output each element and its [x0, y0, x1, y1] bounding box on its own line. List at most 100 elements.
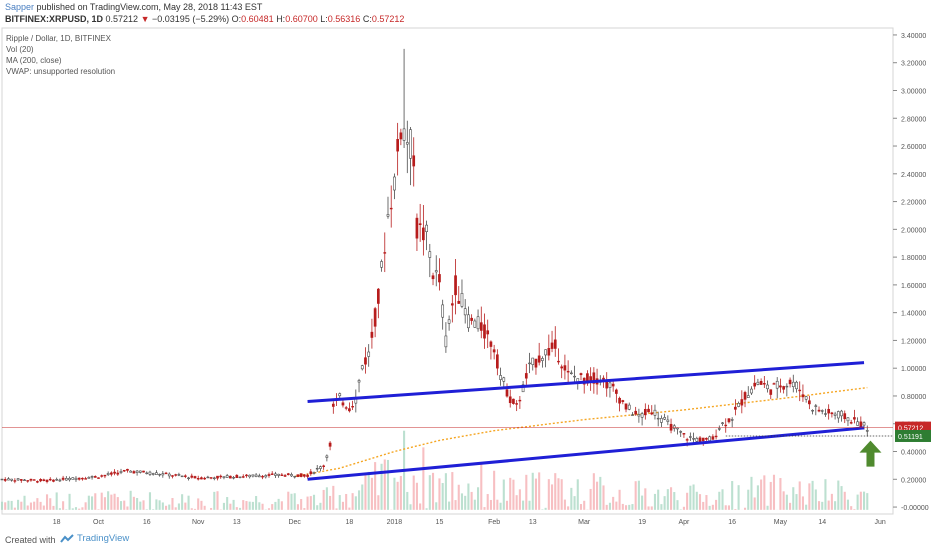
candle-body	[483, 324, 486, 339]
y-tick-label: 2.20000	[901, 200, 926, 207]
candle-body	[129, 470, 133, 473]
candle-body	[126, 468, 129, 471]
chart-legend: Ripple / Dollar, 1D, BITFINEX Vol (20) M…	[6, 33, 115, 77]
candle-body	[232, 477, 235, 479]
candle-body	[167, 473, 171, 477]
volume-bar	[377, 495, 380, 510]
volume-bar	[165, 505, 168, 510]
candle-body	[865, 430, 869, 432]
chart-plot[interactable]: 3.40000 3.20000 3.00000 2.80000 2.60000 2.400…	[0, 26, 932, 526]
candle-body	[151, 473, 155, 475]
candle-body	[753, 382, 757, 387]
volume-bar	[222, 502, 225, 510]
candle-body	[277, 473, 280, 476]
candle-body	[274, 473, 277, 476]
candle-body	[618, 397, 621, 404]
volume-bar	[113, 493, 116, 510]
volume-bar	[152, 509, 155, 510]
volume-bar	[528, 500, 531, 510]
volume-bar	[518, 489, 521, 510]
candle-body	[531, 357, 535, 365]
volume-bar	[306, 496, 309, 510]
volume-bar	[583, 500, 586, 510]
volume-bar	[612, 496, 615, 510]
volume-bar	[248, 501, 251, 510]
volume-bar	[856, 494, 859, 510]
volume-bar	[94, 493, 97, 510]
volume-bar	[772, 474, 776, 510]
candle-body	[71, 477, 75, 480]
candle-body	[592, 372, 596, 384]
ohlc-low: 0.56316	[327, 14, 361, 24]
volume-bar	[0, 501, 4, 510]
candle-body	[251, 474, 255, 477]
volume-bar	[808, 483, 811, 510]
tradingview-link[interactable]: TradingView	[60, 533, 129, 544]
volume-bar	[689, 485, 692, 510]
candle-body	[116, 472, 120, 475]
candle-body	[615, 389, 618, 394]
volume-bar	[750, 476, 753, 510]
candle-body	[569, 372, 573, 375]
volume-bar	[39, 501, 42, 510]
publish-info: Sapper published on TradingView.com, May…	[5, 2, 262, 12]
candle-body	[100, 475, 104, 477]
author-link[interactable]: Sapper	[5, 2, 35, 12]
volume-bar	[155, 499, 158, 510]
volume-bar	[319, 502, 322, 510]
volume-bar	[431, 472, 435, 510]
volume-bar	[505, 500, 509, 510]
candle-body	[441, 304, 445, 318]
volume-bar	[444, 473, 447, 510]
volume-bar	[396, 481, 399, 510]
volume-bar	[232, 499, 235, 510]
candle-body	[341, 402, 345, 406]
volume-bar	[454, 500, 457, 510]
volume-bar	[42, 505, 45, 510]
volume-bar	[293, 493, 296, 510]
candle-body	[843, 413, 847, 420]
volume-bar	[229, 503, 232, 510]
volume-bar	[837, 480, 840, 510]
volume-bar	[554, 473, 557, 510]
volume-bar	[428, 475, 431, 510]
volume-bar	[148, 492, 152, 510]
volume-bar	[116, 497, 119, 510]
candle-body	[97, 477, 100, 479]
candle-body	[782, 386, 785, 390]
volume-bar	[502, 479, 505, 510]
volume-bar	[743, 507, 747, 510]
candle-body	[360, 365, 364, 370]
candle-body	[119, 471, 123, 473]
candle-body	[804, 396, 808, 400]
candle-body	[254, 474, 258, 477]
candle-body	[798, 389, 802, 392]
candle-body	[396, 139, 399, 152]
y-tick-label: 3.20000	[901, 61, 926, 68]
volume-bar	[438, 478, 441, 510]
volume-bar	[139, 501, 142, 510]
candle-body	[10, 478, 13, 481]
ohlc-open-label: O:	[231, 14, 242, 24]
volume-bar	[789, 502, 792, 510]
candle-body	[138, 470, 142, 473]
candle-body	[814, 405, 818, 407]
x-tick-label: Nov	[192, 519, 205, 526]
price-chart[interactable]: 3.40000 3.20000 3.00000 2.80000 2.60000 2.400…	[0, 26, 932, 526]
candle-body	[16, 478, 20, 481]
y-tick-label: 0.20000	[901, 477, 926, 484]
symbol-name: BITFINEX:XRPUSD, 1D	[5, 14, 104, 24]
candle-body	[158, 473, 161, 476]
volume-bar	[522, 500, 525, 510]
volume-bar	[78, 508, 81, 510]
candle-body	[286, 473, 290, 476]
volume-bar	[419, 503, 422, 510]
volume-bar	[570, 487, 573, 510]
volume-bar	[7, 500, 10, 510]
candle-body	[634, 410, 638, 415]
volume-bar	[197, 498, 200, 510]
volume-bar	[695, 491, 698, 510]
candle-body	[222, 476, 226, 478]
volume-bar	[496, 499, 499, 510]
x-tick-label: 19	[638, 519, 646, 526]
